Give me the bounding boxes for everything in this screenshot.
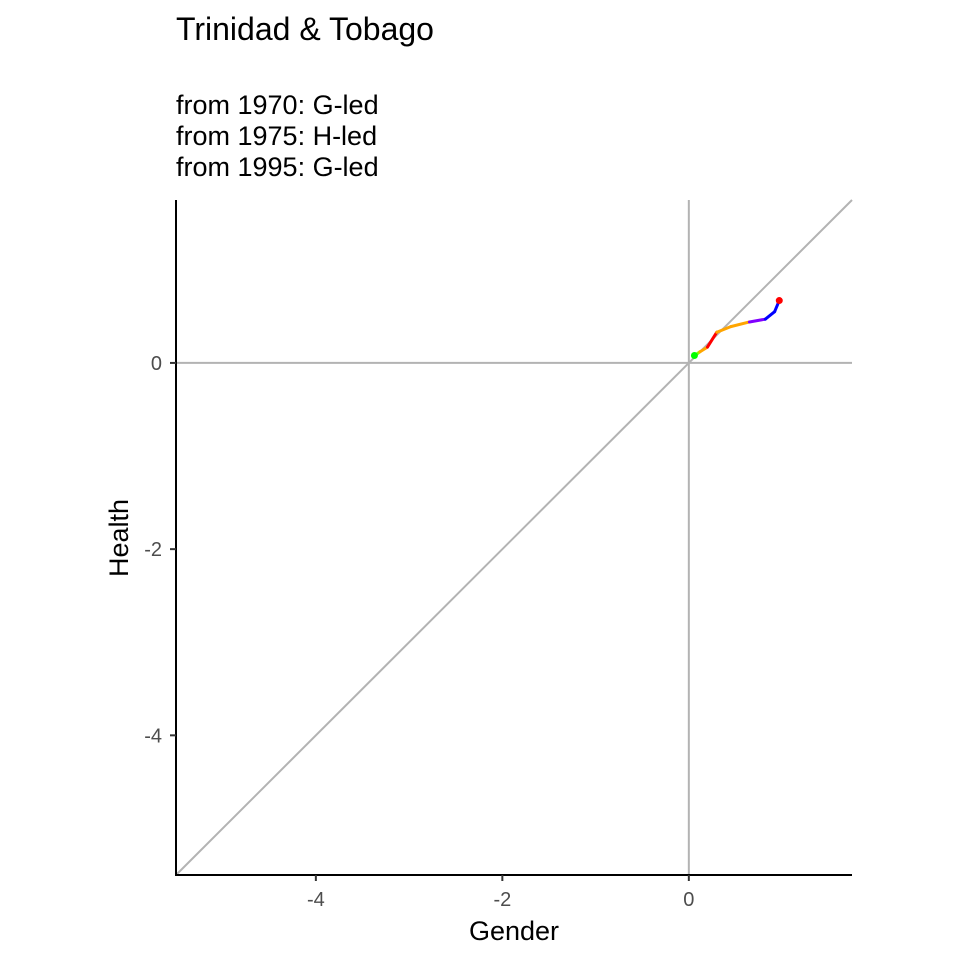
- axes: -4 -2 0 -4 -2 0: [144, 200, 852, 911]
- data-series: [690, 297, 783, 359]
- x-tick-label: -4: [307, 889, 325, 911]
- trajectory-segment: [715, 325, 733, 334]
- x-tick-label: -2: [493, 889, 511, 911]
- y-axis-title: Health: [104, 499, 134, 577]
- end-point-marker: [775, 297, 783, 305]
- x-axis-title: Gender: [469, 916, 559, 946]
- trajectory-segment: [729, 320, 751, 329]
- chart-subtitle-line-2: from 1975: H-led: [176, 121, 377, 151]
- reference-lines: [175, 199, 853, 876]
- diagonal-identity-line: [175, 199, 853, 876]
- y-tick-label: -4: [144, 725, 162, 747]
- y-tick-label: 0: [151, 353, 162, 375]
- trajectory-segment: [763, 310, 777, 321]
- x-tick-label: 0: [683, 889, 694, 911]
- chart-subtitle-line-3: from 1995: G-led: [176, 152, 379, 182]
- chart-title: Trinidad & Tobago: [176, 11, 434, 47]
- trajectory-segment: [705, 330, 719, 349]
- chart-subtitle-line-1: from 1970: G-led: [176, 90, 379, 120]
- start-point-marker: [690, 351, 698, 359]
- trajectory-segment: [747, 317, 767, 324]
- y-tick-label: -2: [144, 539, 162, 561]
